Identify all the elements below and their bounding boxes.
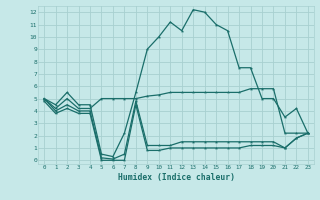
X-axis label: Humidex (Indice chaleur): Humidex (Indice chaleur)	[117, 173, 235, 182]
